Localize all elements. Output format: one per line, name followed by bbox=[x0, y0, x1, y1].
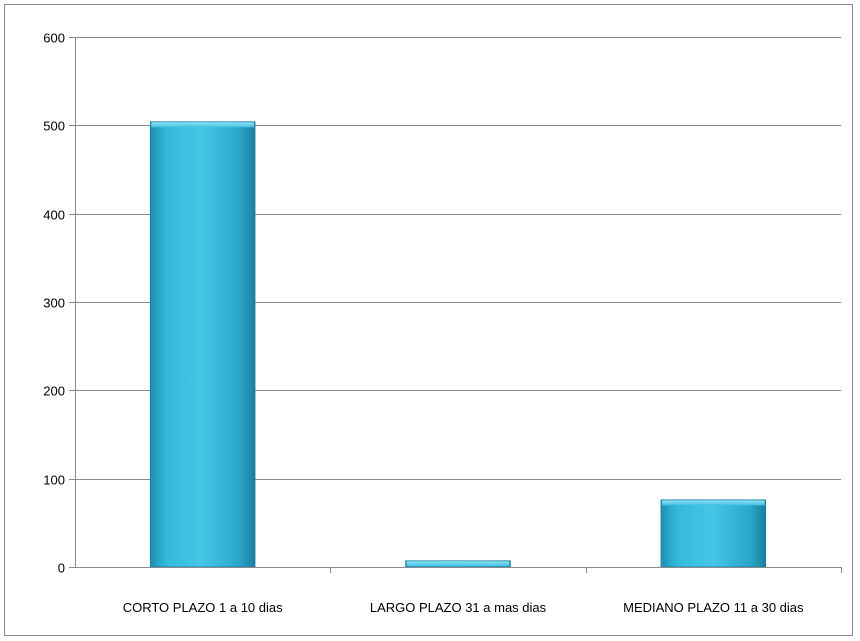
bar-highlight bbox=[151, 122, 255, 128]
bar bbox=[149, 121, 256, 568]
y-tick-label: 300 bbox=[43, 296, 65, 311]
x-category-label: CORTO PLAZO 1 a 10 dias bbox=[123, 600, 283, 615]
bar-highlight bbox=[406, 561, 510, 567]
y-tick-label: 600 bbox=[43, 31, 65, 46]
bar bbox=[660, 499, 767, 568]
y-tick-label: 400 bbox=[43, 208, 65, 223]
y-tick-label: 0 bbox=[58, 561, 65, 576]
x-category-label: LARGO PLAZO 31 a mas dias bbox=[370, 600, 547, 615]
y-tick-label: 500 bbox=[43, 119, 65, 134]
x-category-label: MEDIANO PLAZO 11 a 30 dias bbox=[623, 600, 804, 615]
y-tick-label: 100 bbox=[43, 473, 65, 488]
bar-highlight bbox=[661, 500, 765, 506]
y-tick-label: 200 bbox=[43, 384, 65, 399]
